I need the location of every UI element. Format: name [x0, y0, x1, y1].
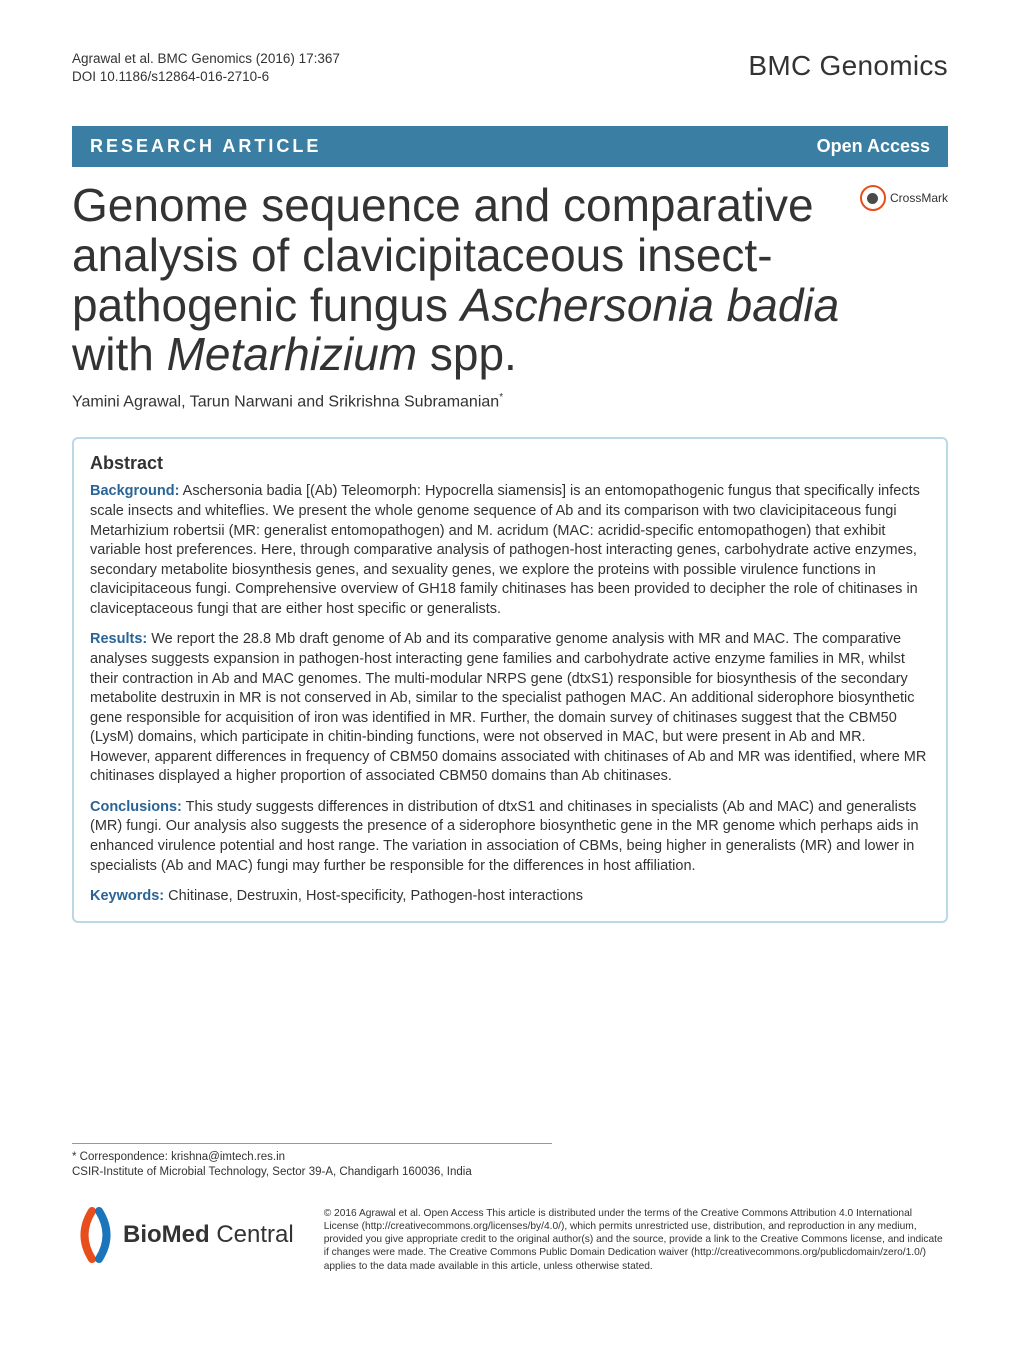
authors-text: Yamini Agrawal, Tarun Narwani and Srikri… [72, 393, 499, 410]
abstract-box: Abstract Background: Aschersonia badia [… [72, 437, 948, 922]
crossmark-badge[interactable]: CrossMark [860, 185, 948, 211]
results-text: We report the 28.8 Mb draft genome of Ab… [90, 631, 926, 784]
background-text: Aschersonia badia [(Ab) Teleomorph: Hypo… [90, 483, 920, 616]
title-italic2: Metarhizium [167, 328, 418, 380]
conclusions-text: This study suggests differences in distr… [90, 799, 919, 874]
authors: Yamini Agrawal, Tarun Narwani and Srikri… [72, 392, 948, 411]
page-header: Agrawal et al. BMC Genomics (2016) 17:36… [72, 50, 948, 86]
results-label: Results: [90, 631, 147, 647]
open-access-label: Open Access [817, 136, 930, 157]
abstract-heading: Abstract [90, 453, 930, 474]
bmc-paren-icon [72, 1207, 117, 1263]
crossmark-label: CrossMark [890, 191, 948, 205]
doi: DOI 10.1186/s12864-016-2710-6 [72, 68, 340, 86]
crossmark-icon [860, 185, 886, 211]
bmc-light: Central [210, 1221, 294, 1248]
abstract-background: Background: Aschersonia badia [(Ab) Tele… [90, 482, 930, 619]
abstract-conclusions: Conclusions: This study suggests differe… [90, 798, 930, 876]
title-part3: spp. [417, 328, 517, 380]
footer: BioMed Central © 2016 Agrawal et al. Ope… [72, 1207, 948, 1273]
article-title: Genome sequence and comparative analysis… [72, 181, 840, 380]
keywords-text: Chitinase, Destruxin, Host-specificity, … [164, 888, 583, 904]
abstract-results: Results: We report the 28.8 Mb draft gen… [90, 630, 930, 787]
corresponding-marker: * [499, 392, 503, 403]
citation: Agrawal et al. BMC Genomics (2016) 17:36… [72, 50, 340, 68]
title-row: Genome sequence and comparative analysis… [72, 181, 948, 392]
license-text: © 2016 Agrawal et al. Open Access This a… [324, 1207, 948, 1273]
correspondence-block: * Correspondence: krishna@imtech.res.in … [72, 1150, 948, 1181]
title-italic1: Aschersonia badia [461, 279, 839, 331]
biomed-central-logo: BioMed Central [72, 1207, 294, 1263]
conclusions-label: Conclusions: [90, 799, 182, 815]
bmc-bold: BioMed [123, 1221, 210, 1248]
correspondence-affiliation: CSIR-Institute of Microbial Technology, … [72, 1165, 948, 1181]
citation-block: Agrawal et al. BMC Genomics (2016) 17:36… [72, 50, 340, 86]
article-type-label: RESEARCH ARTICLE [90, 136, 321, 157]
journal-name: BMC Genomics [748, 50, 948, 82]
correspondence-divider [72, 1143, 552, 1144]
bmc-text: BioMed Central [123, 1221, 294, 1249]
correspondence-email: * Correspondence: krishna@imtech.res.in [72, 1150, 948, 1166]
background-label: Background: [90, 483, 179, 499]
keywords-label: Keywords: [90, 888, 164, 904]
article-type-bar: RESEARCH ARTICLE Open Access [72, 126, 948, 167]
abstract-keywords: Keywords: Chitinase, Destruxin, Host-spe… [90, 887, 930, 907]
title-part2: with [72, 328, 167, 380]
